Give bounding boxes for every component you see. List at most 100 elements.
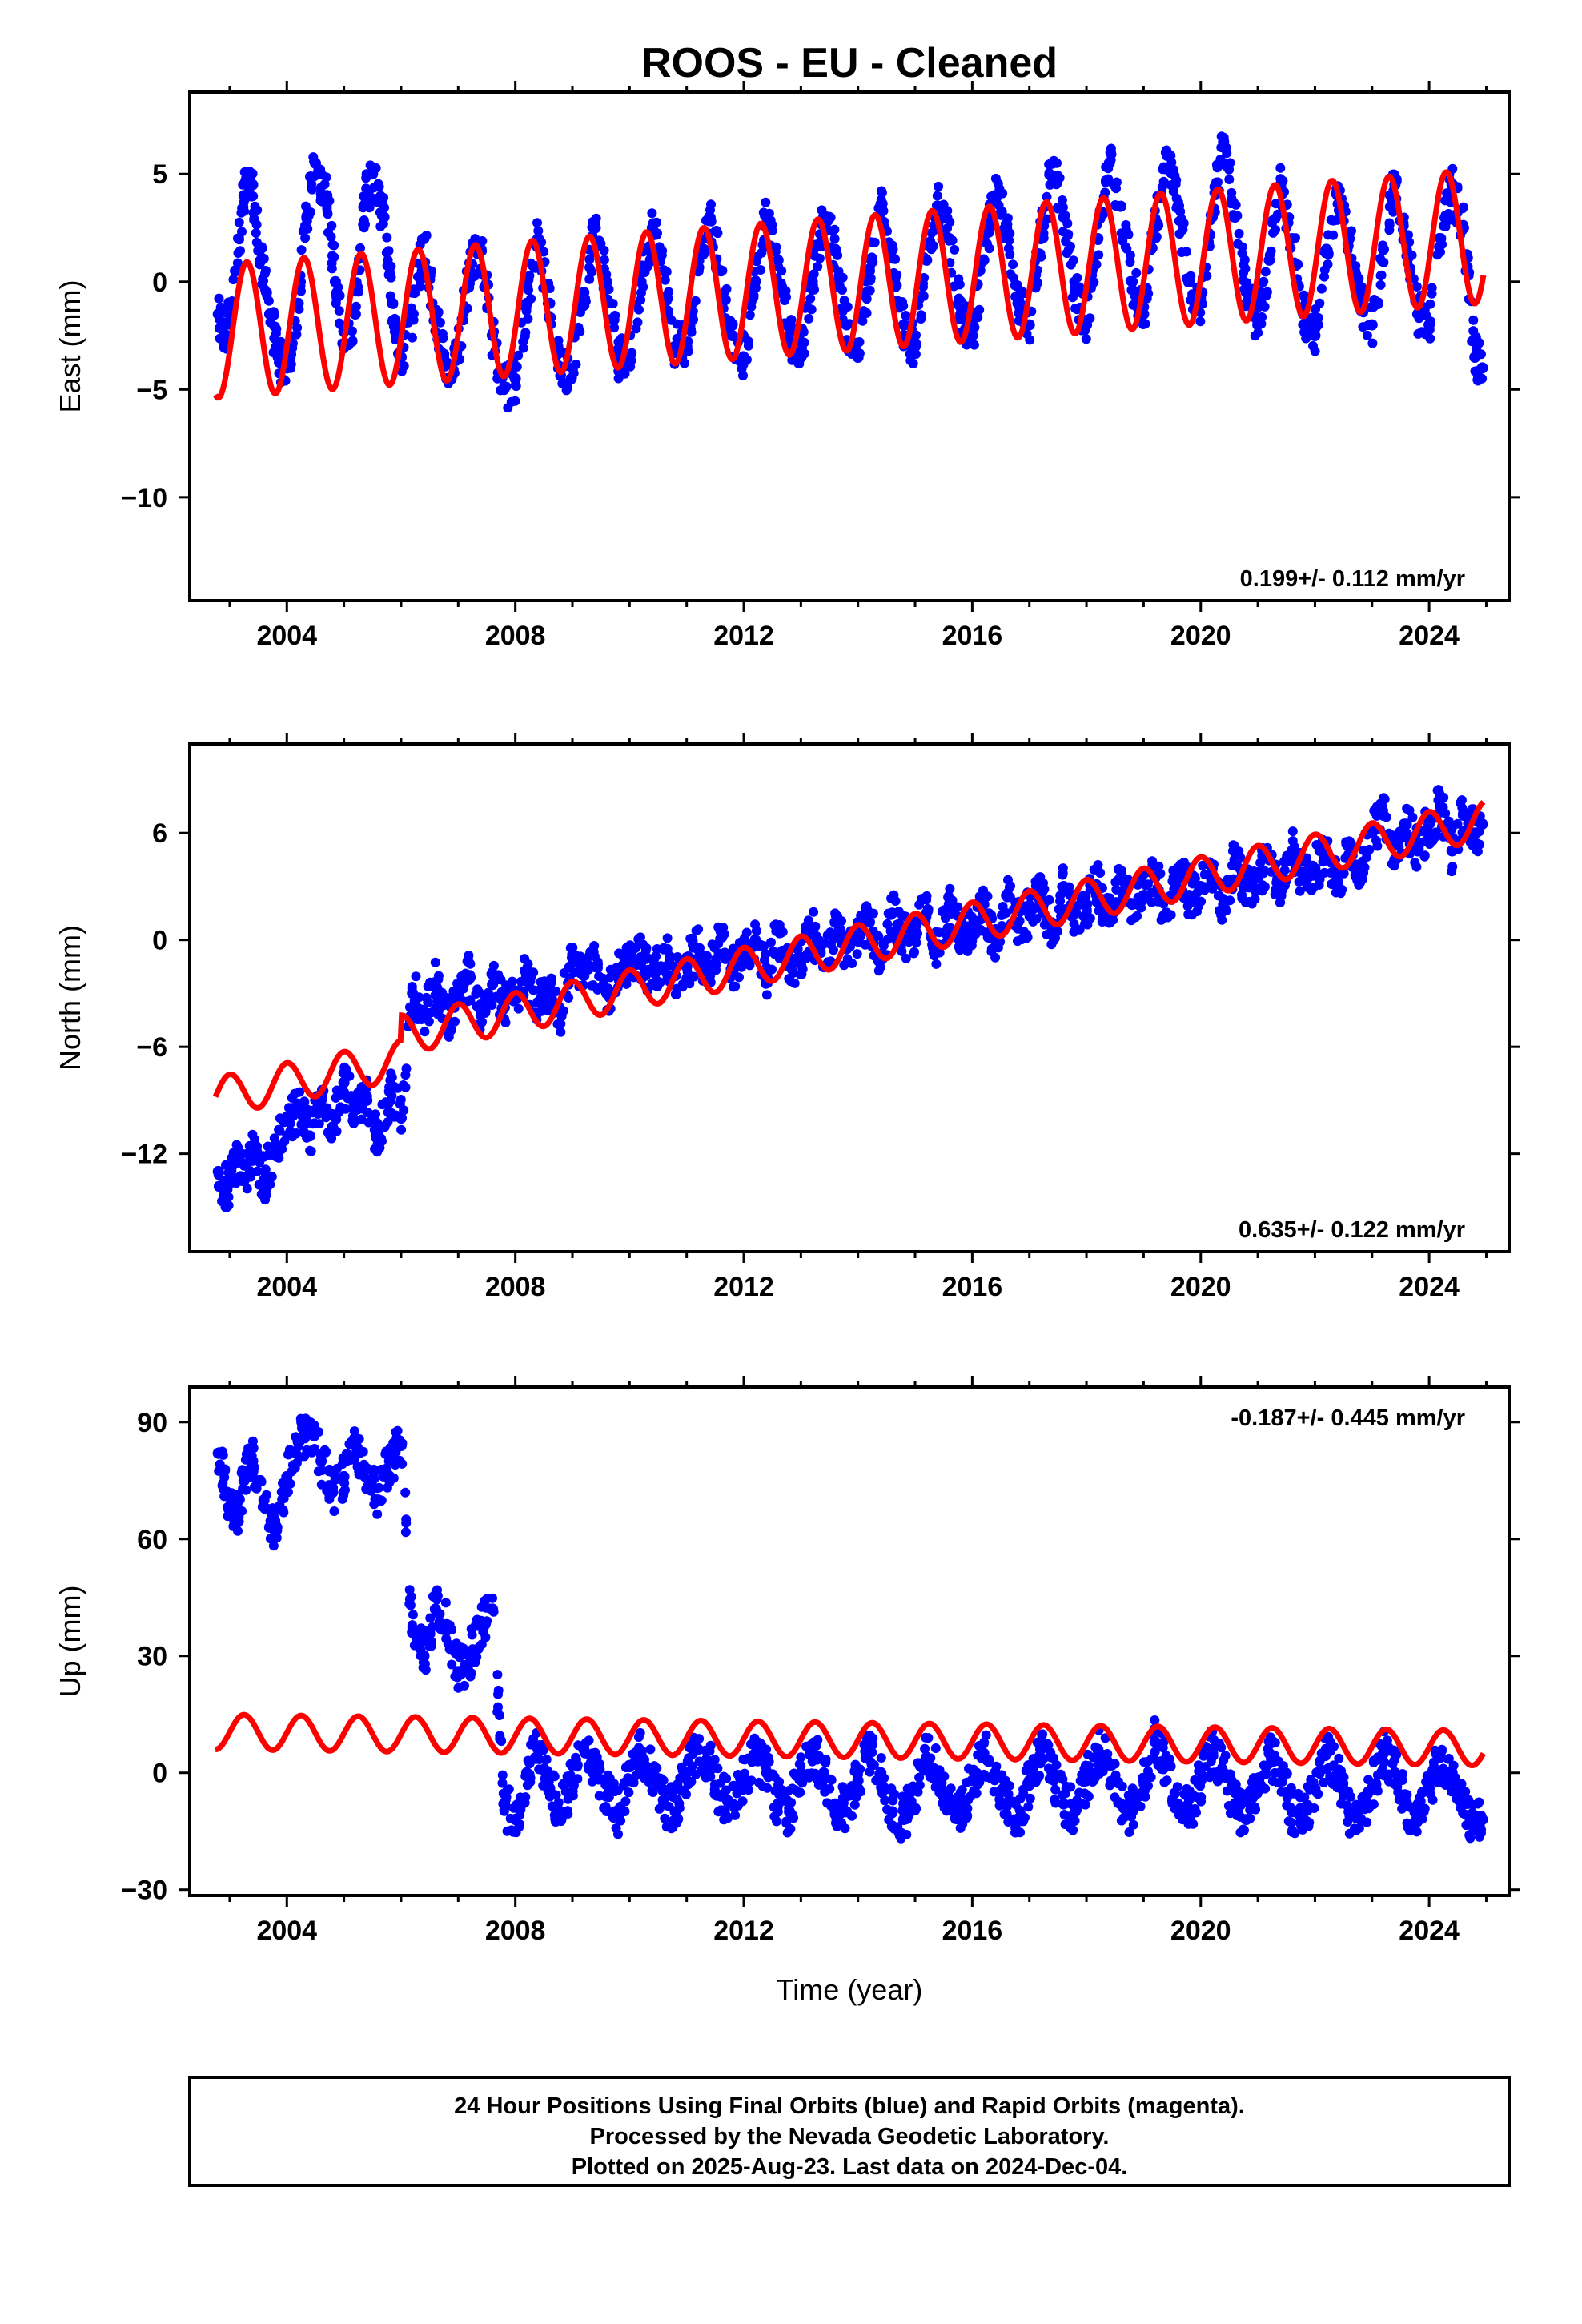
data-point (240, 1454, 251, 1465)
data-point (239, 197, 249, 207)
data-point (1315, 298, 1325, 308)
data-point (374, 1482, 384, 1493)
data-point (1116, 1815, 1126, 1826)
data-point (239, 206, 249, 216)
data-point (523, 313, 533, 324)
data-point (674, 1799, 685, 1809)
data-point (786, 315, 797, 325)
data-point (652, 217, 661, 227)
data-point (1140, 319, 1150, 329)
data-point (832, 931, 842, 942)
data-point (1066, 259, 1076, 270)
data-point (873, 966, 884, 976)
plot-area (212, 1413, 1488, 1844)
data-point (397, 1458, 408, 1469)
data-point (1048, 1753, 1058, 1763)
data-point (1154, 861, 1164, 871)
data-point (684, 1753, 694, 1763)
data-point (414, 992, 424, 1003)
data-point (1042, 191, 1052, 202)
data-point (1275, 897, 1286, 907)
data-point (652, 982, 663, 992)
data-point (1002, 1789, 1013, 1799)
data-point (1168, 187, 1178, 197)
data-points (212, 1413, 1488, 1844)
data-point (334, 306, 344, 316)
data-point (636, 287, 646, 298)
data-point (774, 1797, 785, 1807)
data-point (1089, 277, 1099, 287)
data-point (285, 1119, 295, 1128)
data-point (1268, 227, 1279, 238)
data-point (1435, 802, 1446, 812)
data-point (363, 1108, 373, 1118)
data-point (294, 304, 304, 314)
data-point (854, 348, 865, 359)
data-point (1111, 897, 1122, 907)
data-point (1245, 1805, 1255, 1815)
data-point (1131, 1802, 1141, 1812)
data-point (493, 970, 504, 980)
data-point (307, 184, 317, 195)
data-point (621, 979, 632, 989)
data-point (1155, 868, 1166, 879)
data-point (1170, 866, 1180, 875)
data-point (232, 258, 243, 268)
data-point (297, 1423, 307, 1433)
data-point (1220, 1751, 1231, 1761)
data-point (327, 239, 338, 250)
data-point (399, 1105, 409, 1116)
data-point (1247, 899, 1257, 909)
data-point (388, 298, 399, 308)
data-point (950, 244, 960, 255)
data-point (652, 228, 662, 239)
data-point (1439, 792, 1449, 802)
data-point (383, 246, 394, 256)
data-point (1061, 1783, 1071, 1793)
data-point (447, 1659, 457, 1670)
data-point (247, 1436, 258, 1446)
data-point (386, 1108, 396, 1118)
data-point (411, 971, 421, 982)
data-point (386, 1096, 396, 1106)
data-point (1166, 151, 1176, 161)
data-point (214, 1180, 223, 1191)
data-point (829, 224, 840, 235)
data-point (1015, 1827, 1026, 1838)
data-point (953, 902, 963, 912)
data-point (385, 1443, 396, 1453)
data-point (319, 1445, 330, 1455)
data-point (347, 336, 358, 346)
data-point (1475, 826, 1484, 837)
data-point (252, 1141, 263, 1152)
data-point (809, 907, 819, 917)
data-point (1323, 259, 1333, 270)
data-point (821, 1754, 831, 1764)
velocity-label: 0.635+/- 0.122 mm/yr (1239, 1217, 1465, 1243)
data-point (1470, 366, 1480, 376)
data-point (1403, 230, 1413, 240)
data-point (1120, 879, 1130, 890)
data-point (371, 163, 381, 173)
data-point (265, 1180, 275, 1189)
data-point (756, 265, 766, 275)
data-point (671, 990, 681, 999)
data-point (920, 1743, 930, 1754)
data-point (499, 380, 509, 391)
data-point (773, 1789, 784, 1799)
data-point (515, 1819, 524, 1829)
data-point (865, 1731, 876, 1742)
data-point (233, 248, 243, 258)
data-point (604, 1792, 614, 1803)
data-point (755, 1738, 765, 1748)
data-point (1458, 203, 1468, 214)
data-point (1253, 328, 1263, 338)
data-point (1014, 296, 1025, 306)
data-point (705, 205, 715, 215)
data-point (557, 378, 568, 388)
data-point (257, 243, 267, 254)
data-point (1267, 1736, 1278, 1746)
data-point (584, 255, 595, 264)
data-point (1058, 870, 1068, 880)
data-point (1287, 826, 1298, 837)
